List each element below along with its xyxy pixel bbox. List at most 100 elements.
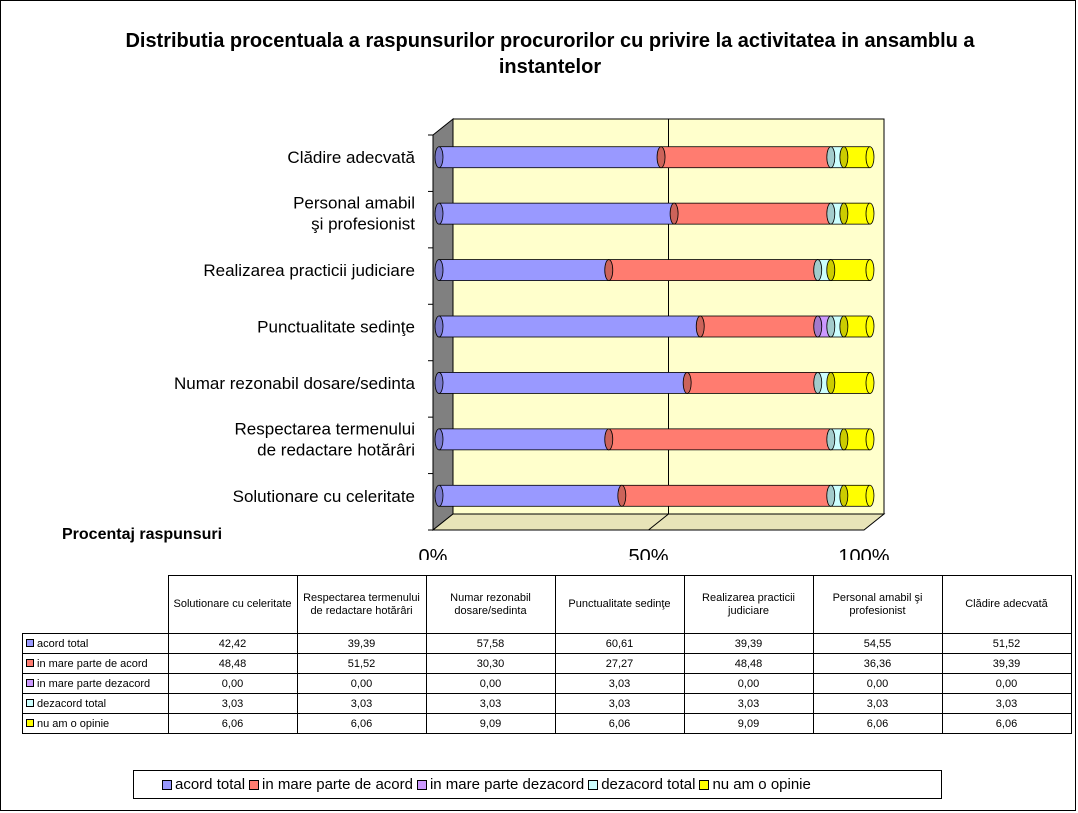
bar-segment-cap <box>434 372 444 394</box>
legend-swatch <box>162 779 172 790</box>
bar-segment <box>438 259 610 281</box>
x-tick-label: 0% <box>419 546 448 560</box>
table-row: nu am o opinie 6,06 6,06 9,09 6,06 9,09 6,06 6,… <box>22 713 1072 734</box>
table-column-header: Numar rezonabil dosare/sedinta <box>425 575 556 634</box>
table-row-label: in mare parte dezacord <box>22 673 169 694</box>
series-swatch <box>26 718 34 727</box>
table-cell: 54,55 <box>812 633 943 654</box>
bar-segment-cap <box>826 146 836 169</box>
table-row: acord total 42,42 39,39 57,58 60,61 39,39 54,5… <box>22 633 1072 654</box>
table-cell: 3,03 <box>554 693 685 714</box>
table-header-row: Solutionare cu celeritate Respectarea ter… <box>23 575 1072 634</box>
bar-segment <box>438 146 662 169</box>
category-label: Clădire adecvată <box>287 148 415 167</box>
series-swatch <box>26 698 34 707</box>
bar-segment-cap <box>839 428 849 451</box>
table-cell: 6,06 <box>554 713 685 734</box>
bar-segment <box>686 372 819 394</box>
series-swatch <box>26 658 34 667</box>
table-cell: 0,00 <box>296 673 427 694</box>
legend-item: in mare parte dezacord <box>416 776 585 793</box>
table-cell: 3,03 <box>167 693 298 714</box>
table-cell: 0,00 <box>425 673 556 694</box>
legend-item: nu am o opinie <box>699 776 811 793</box>
table-column-header: Realizarea practicii judiciare <box>683 575 814 634</box>
table-corner <box>23 576 169 634</box>
chart-title: Distributia procentuala a raspunsurilor … <box>125 30 975 78</box>
bar-segment-cap <box>682 372 692 394</box>
bar-segment-cap <box>434 259 444 281</box>
bar-segment-cap <box>813 372 823 394</box>
table-row: dezacord total 3,03 3,03 3,03 3,03 3,03 3,03 3,… <box>22 693 1072 714</box>
legend-item: dezacord total <box>588 776 695 793</box>
table-cell: 36,36 <box>812 653 943 674</box>
series-name: nu am o opinie <box>37 717 110 730</box>
table-cell: 3,03 <box>941 693 1072 714</box>
bar-segment-cap <box>434 484 444 507</box>
bar-segment-cap <box>839 146 849 169</box>
bar-segment-cap <box>813 259 823 281</box>
bar-segment-cap <box>434 428 444 451</box>
table-cell: 6,06 <box>941 713 1072 734</box>
legend-label: in mare parte dezacord <box>429 776 585 793</box>
table-cell: 48,48 <box>167 653 298 674</box>
bar-segment <box>438 428 610 451</box>
bar-segment-cap <box>826 259 836 281</box>
bar-segment-cap <box>669 202 679 225</box>
bar-segment-cap <box>826 202 836 225</box>
table-cell: 39,39 <box>941 653 1072 674</box>
data-table: Solutionare cu celeritate Respectarea ter… <box>22 575 1072 734</box>
bar-end-cap <box>865 428 875 451</box>
table-cell: 30,30 <box>425 653 556 674</box>
legend: acord total in mare parte de acord in mare… <box>133 770 942 799</box>
category-label: Respectarea termenului de redactare hotăr… <box>235 419 415 459</box>
bar-segment-cap <box>604 259 614 281</box>
table-cell: 9,09 <box>683 713 814 734</box>
table-cell: 3,03 <box>683 693 814 714</box>
series-name: acord total <box>37 637 89 650</box>
bar-segment-cap <box>656 146 666 169</box>
bar-segment-cap <box>434 146 444 169</box>
bar-segment-cap <box>617 484 627 507</box>
bar-segment <box>608 428 832 451</box>
legend-item: in mare parte de acord <box>249 776 413 793</box>
legend-label: nu am o opinie <box>712 776 811 793</box>
table-row: in mare parte dezacord 0,00 0,00 0,00 3,03 0,… <box>22 673 1072 694</box>
legend-swatch <box>249 779 260 790</box>
table-cell: 39,39 <box>296 633 427 654</box>
legend-swatch <box>588 779 599 790</box>
table-cell: 3,03 <box>554 673 685 694</box>
series-swatch <box>26 678 34 687</box>
bar-segment-cap <box>434 315 444 338</box>
table-row-label: nu am o opinie <box>22 713 169 734</box>
bar-segment-cap <box>839 202 849 225</box>
bar-segment <box>438 372 688 394</box>
legend-label: acord total <box>175 776 246 793</box>
table-cell: 0,00 <box>167 673 298 694</box>
bar-segment-cap <box>695 315 705 338</box>
bar-end-cap <box>865 484 875 507</box>
table-cell: 3,03 <box>296 693 427 714</box>
bar-end-cap <box>865 315 875 338</box>
bar-segment <box>830 372 871 394</box>
table-cell: 48,48 <box>683 653 814 674</box>
table-cell: 42,42 <box>167 633 298 654</box>
table-cell: 0,00 <box>683 673 814 694</box>
bar-segment <box>608 259 819 281</box>
bar-end-cap <box>865 202 875 225</box>
table-row-label: dezacord total <box>22 693 169 714</box>
bar-segment <box>438 315 701 338</box>
bar-segment <box>438 484 623 507</box>
category-label: Realizarea practicii judiciare <box>203 261 415 280</box>
series-name: in mare parte dezacord <box>37 677 151 690</box>
plot-area: 0% 50% 100% Solutionare cu celeritate Respec… <box>174 117 890 560</box>
table-column-header: Personal amabil şi profesionist <box>812 575 943 634</box>
bar-segment <box>699 315 819 338</box>
bar-end-cap <box>865 372 875 394</box>
gridline-50-floor <box>648 513 669 531</box>
table-column-header: Respectarea termenului de redactare hotă… <box>296 575 427 634</box>
bar-segment-cap <box>826 428 836 451</box>
table-cell: 0,00 <box>812 673 943 694</box>
bar-segment <box>673 202 832 225</box>
table-cell: 3,03 <box>812 693 943 714</box>
